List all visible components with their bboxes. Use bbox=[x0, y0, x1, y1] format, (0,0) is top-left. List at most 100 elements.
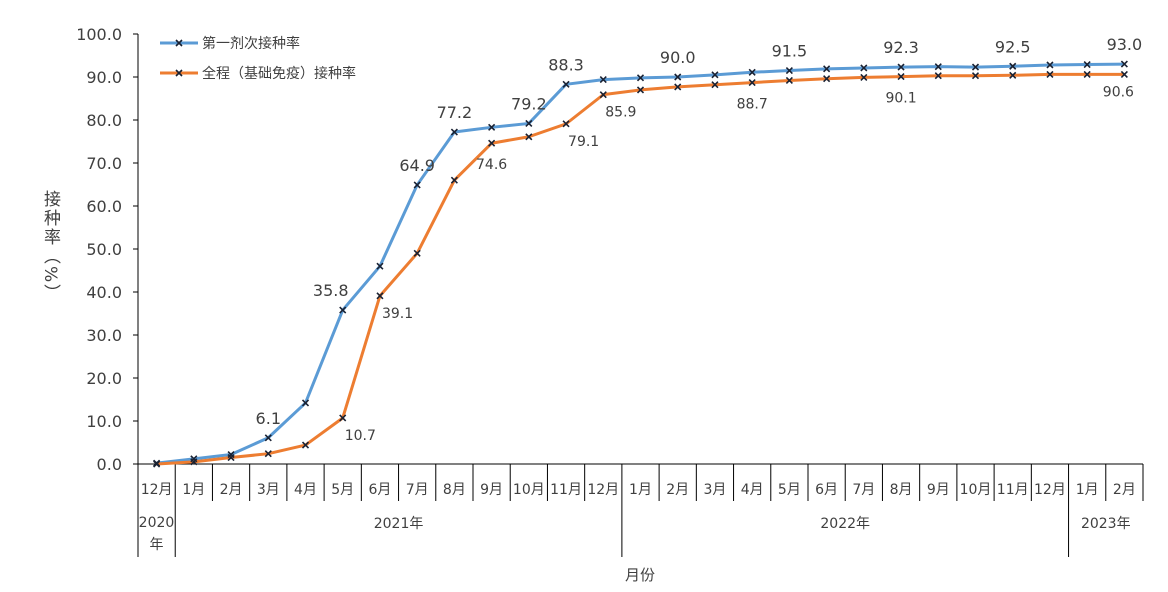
data-label: 79.1 bbox=[568, 134, 599, 150]
data-point-marker bbox=[785, 66, 793, 75]
data-point-marker bbox=[190, 458, 198, 466]
x-axis-title: 月份 bbox=[625, 566, 655, 584]
year-label: 2023年 bbox=[1081, 516, 1131, 532]
data-point-marker bbox=[971, 72, 980, 80]
y-tick-label: 70.0 bbox=[86, 154, 122, 173]
data-point-marker bbox=[376, 262, 384, 270]
data-point-marker bbox=[376, 292, 384, 300]
data-point-marker bbox=[897, 73, 905, 81]
series-line-0 bbox=[156, 62, 1125, 465]
x-tick-label: 8月 bbox=[443, 482, 466, 498]
data-point-marker bbox=[562, 80, 570, 88]
year-label: 2022年 bbox=[820, 516, 870, 532]
data-point-marker bbox=[525, 133, 533, 141]
x-tick-label: 10月 bbox=[513, 482, 545, 498]
legend: 第一剂次接种率 全程（基础免疫）接种率 bbox=[160, 35, 356, 82]
year-label: 2021年 bbox=[374, 516, 424, 532]
y-tick-label: 60.0 bbox=[86, 197, 122, 216]
data-point-marker bbox=[1083, 70, 1091, 78]
data-point-marker bbox=[599, 91, 607, 99]
data-point-marker bbox=[748, 68, 756, 76]
x-tick-label: 11月 bbox=[997, 482, 1029, 498]
legend-label-first-dose: 第一剂次接种率 bbox=[202, 35, 300, 52]
x-tick-label: 12月 bbox=[1034, 482, 1066, 498]
y-tick-label: 80.0 bbox=[86, 111, 122, 130]
data-point-marker bbox=[860, 64, 868, 72]
y-tick-label: 50.0 bbox=[86, 240, 122, 259]
data-point-marker bbox=[711, 71, 719, 79]
data-point-marker bbox=[897, 63, 905, 71]
data-point-marker bbox=[264, 434, 272, 442]
data-point-marker bbox=[636, 86, 645, 94]
y-tick-label: 10.0 bbox=[86, 412, 122, 431]
data-label: 90.1 bbox=[885, 91, 916, 107]
data-point-marker bbox=[264, 450, 272, 458]
x-tick-label: 6月 bbox=[368, 482, 391, 498]
data-point-marker bbox=[1009, 71, 1017, 79]
data-point-marker bbox=[823, 75, 831, 83]
legend-marker-icon bbox=[175, 69, 183, 77]
data-point-marker bbox=[860, 73, 868, 81]
data-label: 6.1 bbox=[256, 409, 281, 428]
y-tick-label: 40.0 bbox=[86, 283, 122, 302]
x-tick-label: 5月 bbox=[778, 482, 801, 498]
x-tick-label: 9月 bbox=[927, 482, 950, 498]
data-label: 93.0 bbox=[1107, 35, 1143, 54]
y-tick-label: 0.0 bbox=[97, 455, 122, 474]
x-tick-label: 3月 bbox=[257, 482, 280, 498]
y-tick-label: 90.0 bbox=[86, 68, 122, 87]
data-point-marker bbox=[339, 306, 347, 314]
data-point-marker bbox=[1083, 60, 1091, 69]
y-axis-title: 接种率（%） bbox=[40, 190, 60, 304]
x-tick-label: 2月 bbox=[1113, 482, 1136, 498]
data-point-marker bbox=[599, 76, 607, 84]
data-point-marker bbox=[301, 441, 310, 449]
data-point-marker bbox=[413, 249, 421, 257]
x-tick-label: 2月 bbox=[666, 482, 689, 498]
x-tick-label: 7月 bbox=[852, 482, 875, 498]
x-tick-label: 1月 bbox=[182, 482, 205, 498]
data-point-marker bbox=[227, 453, 235, 462]
data-point-marker bbox=[1009, 62, 1017, 70]
data-label: 91.5 bbox=[772, 42, 808, 61]
data-label: 77.2 bbox=[437, 103, 473, 122]
data-point-marker bbox=[636, 74, 645, 82]
data-label: 79.2 bbox=[511, 94, 547, 113]
data-label: 92.5 bbox=[995, 37, 1031, 56]
data-point-marker bbox=[153, 460, 161, 468]
data-point-marker bbox=[450, 176, 458, 184]
data-label: 90.0 bbox=[660, 48, 696, 67]
y-tick-label: 100.0 bbox=[76, 25, 122, 44]
data-point-marker bbox=[525, 119, 533, 128]
data-point-marker bbox=[488, 139, 496, 147]
data-point-marker bbox=[339, 414, 347, 422]
data-label: 92.3 bbox=[883, 38, 919, 57]
data-point-marker bbox=[1120, 60, 1128, 68]
x-tick-label: 2月 bbox=[220, 482, 243, 498]
data-label: 88.3 bbox=[548, 55, 584, 74]
data-point-marker bbox=[934, 63, 942, 71]
x-tick-label: 6月 bbox=[815, 482, 838, 498]
legend-marker-icon bbox=[175, 39, 183, 47]
data-point-marker bbox=[301, 399, 310, 407]
data-point-marker bbox=[1120, 70, 1128, 78]
data-point-marker bbox=[413, 181, 421, 189]
legend-label-full-course: 全程（基础免疫）接种率 bbox=[202, 65, 356, 82]
data-point-marker bbox=[488, 123, 496, 131]
data-point-marker bbox=[674, 73, 682, 81]
x-tick-label: 4月 bbox=[294, 482, 317, 498]
data-point-marker bbox=[674, 83, 682, 91]
data-point-marker bbox=[562, 120, 570, 128]
data-point-marker bbox=[785, 76, 793, 85]
data-label: 64.9 bbox=[399, 156, 435, 175]
data-label: 88.7 bbox=[737, 97, 768, 113]
data-point-marker bbox=[934, 72, 942, 80]
data-point-marker bbox=[1046, 70, 1054, 78]
x-tick-label: 12月 bbox=[587, 482, 619, 498]
x-tick-label: 8月 bbox=[890, 482, 913, 498]
data-label: 35.8 bbox=[313, 281, 349, 300]
x-tick-label: 1月 bbox=[629, 482, 652, 498]
x-tick-label: 3月 bbox=[703, 482, 726, 498]
data-point-marker bbox=[748, 79, 756, 87]
